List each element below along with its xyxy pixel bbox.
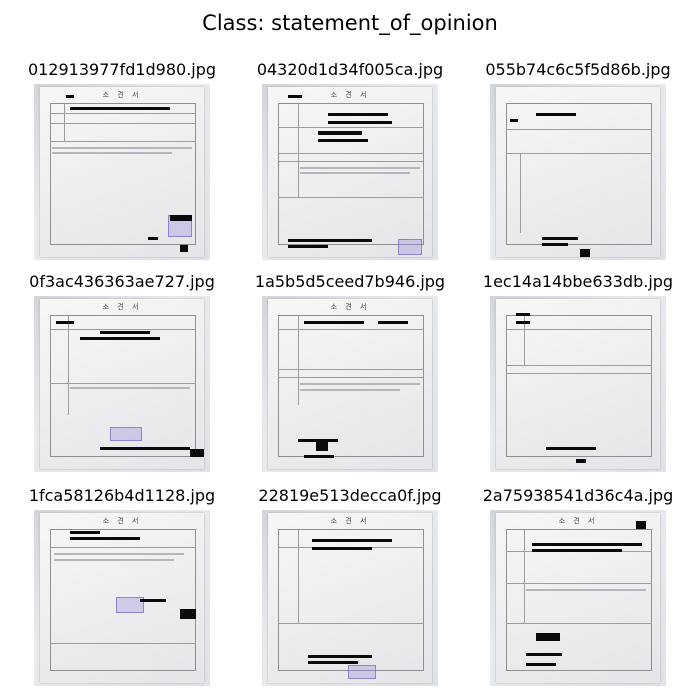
thumbnail-image[interactable]: 소 견 서 [262,84,438,260]
document-page: 소 견 서 [268,513,432,683]
grid-title: Class: statement_of_opinion [202,11,498,35]
thumbnail-filename: 1fca58126b4d1128.jpg [28,486,216,505]
thumbnail-image[interactable]: 소 견 서 [262,296,438,472]
thumbnail-image[interactable] [490,84,666,260]
thumbnail-filename: 055b74c6c5f5d86b.jpg [485,60,671,79]
thumbnail-filename: 22819e513decca0f.jpg [258,486,442,505]
thumbnail-image[interactable]: 소 견 서 [34,296,210,472]
document-title: 소 견 서 [102,517,142,525]
document-title: 소 견 서 [330,517,370,525]
thumbnail-filename: 04320d1d34f005ca.jpg [256,60,444,79]
thumbnail-filename: 1ec14a14bbe633db.jpg [482,272,674,291]
document-page: 소 견 서 [40,87,204,257]
thumbnail-filename: 2a75938541d36c4a.jpg [482,486,674,505]
document-title: 소 견 서 [558,517,598,525]
document-page: 소 견 서 [268,299,432,469]
document-title: 소 견 서 [102,303,142,311]
document-title: 소 견 서 [330,303,370,311]
document-title: 소 견 서 [330,91,370,99]
document-page [496,299,660,469]
thumbnail-image[interactable]: 소 견 서 [34,510,210,686]
document-page: 소 견 서 [268,87,432,257]
document-page [496,87,660,257]
thumbnail-filename: 1a5b5d5ceed7b946.jpg [254,272,446,291]
thumbnail-filename: 0f3ac436363ae727.jpg [29,272,215,291]
thumbnail-image[interactable]: 소 견 서 [262,510,438,686]
thumbnail-filename: 012913977fd1d980.jpg [27,60,217,79]
thumbnail-image[interactable] [490,296,666,472]
thumbnail-image[interactable]: 소 견 서 [34,84,210,260]
document-page: 소 견 서 [496,513,660,683]
thumbnail-image[interactable]: 소 견 서 [490,510,666,686]
document-page: 소 견 서 [40,299,204,469]
document-title: 소 견 서 [102,91,142,99]
document-page: 소 견 서 [40,513,204,683]
